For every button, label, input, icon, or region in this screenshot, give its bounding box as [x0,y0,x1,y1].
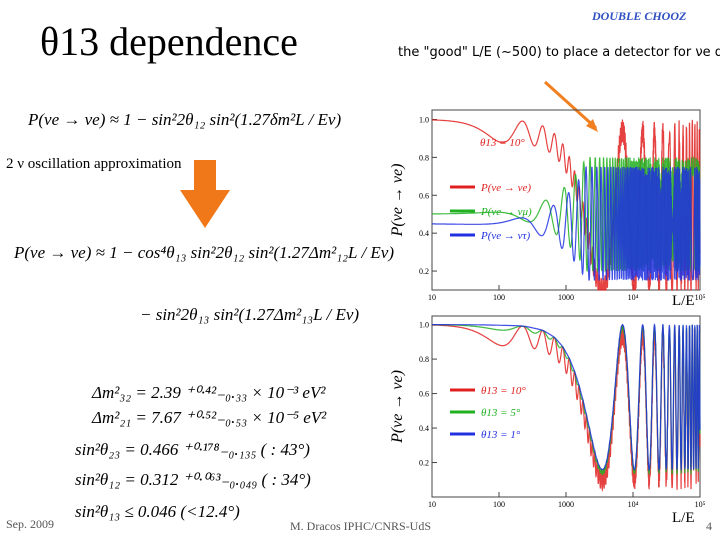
logo: DOUBLE CHOOZ [591,9,687,23]
footer-author: M. Dracos IPHC/CNRS-UdS [290,519,431,533]
x-axis-label: L/E [672,293,695,309]
footer-page: 4 [706,519,712,533]
arrow-head [180,190,230,228]
arrow-shaft [194,160,216,190]
y-tick-label: 0.8 [419,153,429,162]
formula: P(νe → νe) ≈ 1 − sin²2θ₁₂ sin²(1.27δm²L … [27,110,341,129]
title: θ13 dependence [40,19,298,64]
annotation-line: the "good" L/E (~500) to place a detecto… [398,45,720,60]
legend-label: θ13 = 1° [481,429,521,441]
x-axis-label: L/E [672,510,695,526]
legend-label: P(νe → ντ) [480,230,530,242]
x-tick-label: 1000 [558,293,574,302]
x-tick-label: 1000 [558,500,574,509]
formula: P(νe → νe) ≈ 1 − cos⁴θ₁₃ sin²2θ₁₂ sin²(1… [13,243,394,262]
x-tick-label: 10⁵ [695,293,706,302]
parameter: sin²θ₂₃ = 0.466 ⁺⁰·¹⁷⁸₋₀.₁₃₅ ( : 43°) [75,440,310,459]
y-tick-label: 0.2 [419,267,429,276]
y-axis-label: P(νe → νe) [389,164,406,238]
legend-label: θ13 = 5° [481,407,521,419]
parameters: Δm²₃₂ = 2.39 ⁺⁰·⁴²₋₀.₃₃ × 10⁻³ eV² Δm²₂₁… [75,383,327,521]
parameter: Δm²₃₂ = 2.39 ⁺⁰·⁴²₋₀.₃₃ × 10⁻³ eV² [91,383,326,402]
legend-label: P(νe → νe) [480,182,531,194]
footer-date: Sep. 2009 [6,517,54,531]
y-tick-label: 0.6 [419,191,429,200]
x-tick-label: 10 [428,500,436,509]
approx-label: 2 ν oscillation approximation [6,156,182,172]
curve [432,322,701,472]
y-axis-label: P(νe → νe) [389,370,406,444]
y-tick-label: 0.8 [419,355,429,364]
x-tick-label: 10⁴ [628,293,639,302]
formula: − sin²2θ₁₃ sin²(1.27Δm²₁₃L / Eν) [140,305,359,324]
curve [432,165,701,281]
legend-label: P(νe → νμ) [480,206,532,218]
x-tick-label: 10⁴ [628,500,639,509]
y-tick-label: 1.0 [419,321,429,330]
callout-head [586,119,598,132]
legend-label: θ13 = 10° [481,385,526,397]
x-tick-label: 100 [493,293,505,302]
curve [432,119,701,291]
parameter: sin²θ₁₂ = 0.312 ⁺⁰·⁰⁶³₋₀.₀₄₉ ( : 34°) [75,470,311,489]
x-tick-label: 10 [428,293,436,302]
y-tick-label: 0.4 [419,229,429,238]
y-tick-label: 0.4 [419,424,429,433]
callout-arrow [543,80,598,130]
x-tick-label: 10⁵ [695,500,706,509]
parameter: sin²θ₁₃ ≤ 0.046 (<12.4°) [75,502,240,521]
y-tick-label: 1.0 [419,115,429,124]
y-tick-label: 0.6 [419,390,429,399]
y-tick-label: 0.2 [419,459,429,468]
parameter: Δm²₂₁ = 7.67 ⁺⁰·⁵²₋₀.₅₃ × 10⁻⁵ eV² [91,408,327,427]
x-tick-label: 100 [493,500,505,509]
